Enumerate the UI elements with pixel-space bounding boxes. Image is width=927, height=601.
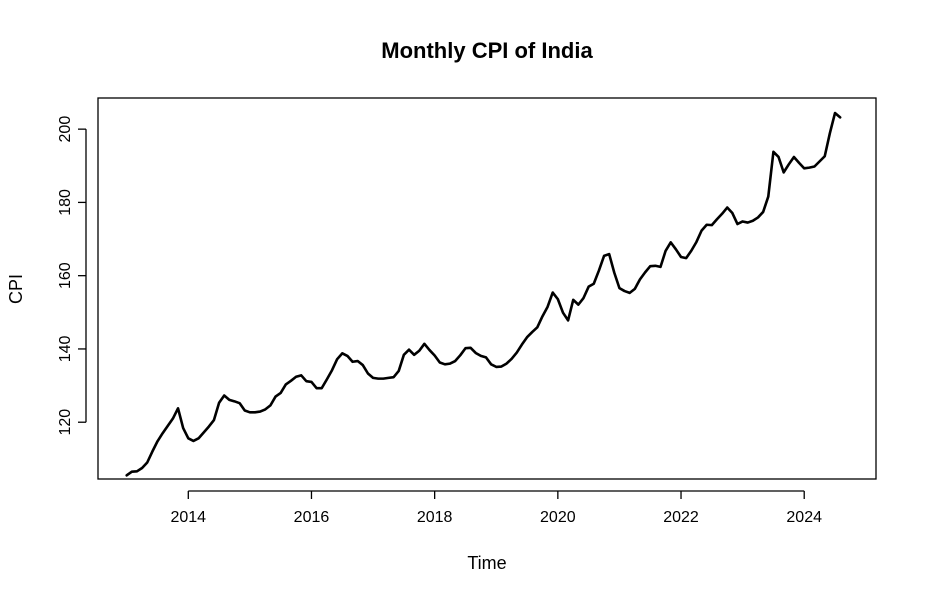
x-tick-label: 2020 [540,509,576,526]
x-axis: 2014 2016 2018 2020 2022 2024 [170,490,822,526]
cpi-series-line [125,111,842,477]
x-tick-label: 2018 [417,509,453,526]
y-tick-label: 200 [57,116,74,143]
y-tick-label: 180 [57,189,74,216]
chart-title: Monthly CPI of India [381,38,593,63]
series-layer [125,111,842,477]
y-axis-label: CPI [6,274,26,304]
y-tick-label: 160 [57,262,74,289]
x-tick-label: 2016 [294,509,330,526]
x-tick-label: 2024 [786,509,822,526]
x-tick-label: 2014 [170,509,206,526]
x-tick-label: 2022 [663,509,699,526]
y-tick-label: 140 [57,336,74,363]
y-axis: 120 140 160 180 200 [57,116,87,436]
plot-frame [97,97,877,480]
x-axis-label: Time [467,553,506,573]
y-tick-label: 120 [57,409,74,436]
